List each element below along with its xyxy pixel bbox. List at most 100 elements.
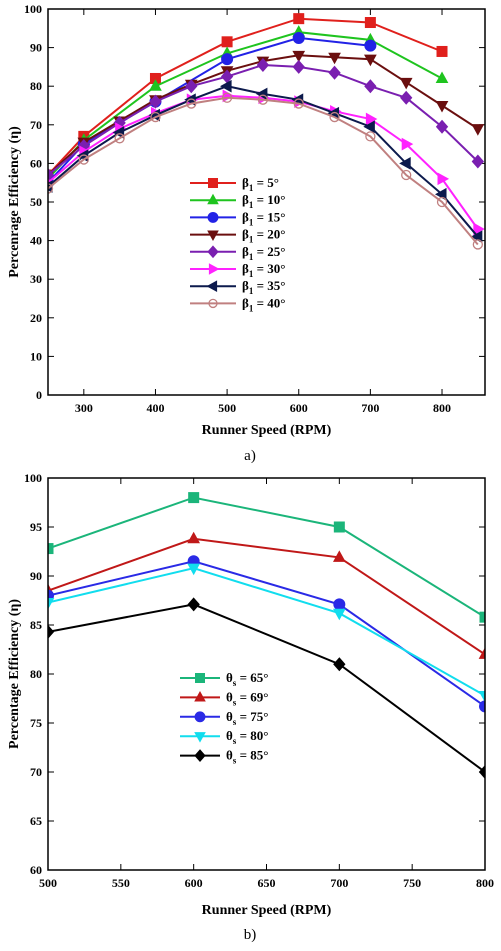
- data-point-s3-6: [364, 39, 377, 52]
- data-point-s7-3: [112, 126, 125, 139]
- x-tick-label: 700: [330, 876, 348, 890]
- data-point-s6-12: [437, 172, 450, 186]
- data-point-s1-5: [293, 13, 305, 25]
- legend-label-2: β1 = 10°: [242, 192, 285, 210]
- data-point-s7-6: [220, 79, 232, 93]
- y-axis-label: Percentage Efficiency (η): [7, 599, 22, 749]
- y-tick-label: 60: [30, 156, 42, 170]
- plot-frame: [47, 8, 486, 396]
- legend-label-7: β1 = 35°: [242, 278, 285, 296]
- data-point-s1-1: [48, 543, 54, 555]
- data-point-s5-3: [333, 657, 346, 672]
- data-point-s4-10: [364, 54, 377, 67]
- legend-marker-3: [194, 711, 206, 723]
- legend-label-2: θs = 69°: [226, 689, 268, 707]
- y-tick-label: 80: [30, 79, 42, 93]
- x-tick-label: 400: [146, 401, 164, 415]
- y-tick-label: 85: [30, 618, 42, 632]
- x-tick-label: 600: [290, 401, 308, 415]
- data-point-s3-4: [479, 700, 485, 713]
- legend-marker-7: [206, 280, 218, 292]
- series-line-1: [48, 496, 485, 619]
- data-point-s8-4: [150, 111, 161, 123]
- data-point-s5-1: [48, 167, 55, 182]
- legend-marker-5: [207, 245, 219, 259]
- data-point-s5-2: [187, 597, 200, 612]
- legend-marker-5: [194, 749, 206, 762]
- series-line-4: [48, 567, 485, 697]
- data-point-s8-2: [78, 154, 89, 165]
- data-point-s8-1: [48, 183, 54, 194]
- y-tick-label: 100: [24, 2, 42, 16]
- data-point-s5-1: [48, 624, 55, 639]
- legend-marker-1: [208, 178, 218, 188]
- chart-2: 60 65 70 75 80 85 90 95 100 500 550 600 650 700 750 800…: [7, 471, 494, 943]
- y-tick-label: 70: [30, 765, 42, 779]
- data-point-s4-4: [478, 691, 485, 703]
- data-point-s2-3: [149, 79, 162, 91]
- x-tick-label: 650: [258, 876, 276, 890]
- data-point-s5-9: [328, 65, 341, 80]
- data-point-s8-12: [436, 196, 448, 208]
- series-group: [48, 492, 485, 780]
- panel-caption: a): [244, 448, 256, 464]
- data-point-s8-7: [257, 94, 269, 105]
- x-axis-label: Runner Speed (RPM): [202, 423, 332, 438]
- data-point-s1-4: [479, 611, 485, 623]
- y-tick-label: 100: [24, 471, 42, 485]
- legend-marker-1: [195, 673, 205, 683]
- y-tick-label: 0: [36, 388, 42, 402]
- data-point-s4-3: [332, 608, 346, 621]
- legend-marker-2: [207, 193, 219, 205]
- plot-frame: [47, 477, 486, 871]
- y-tick-label: 40: [30, 234, 42, 248]
- legend-marker-4: [207, 230, 219, 242]
- data-point-s2-3: [332, 550, 346, 562]
- x-axis-label: Runner Speed (RPM): [202, 903, 332, 918]
- y-tick-label: 10: [30, 349, 42, 363]
- legend: β1 = 5°β1 = 10°β1 = 15°β1 = 20°β1 = 25°β…: [190, 175, 285, 313]
- data-point-s2-7: [435, 71, 449, 83]
- series-line-2: [48, 537, 485, 656]
- y-tick-label: 65: [30, 814, 42, 828]
- data-point-s5-5: [185, 79, 198, 94]
- y-tick-label: 90: [30, 569, 42, 583]
- data-point-s6-10: [365, 112, 378, 126]
- data-point-s5-12: [435, 119, 449, 134]
- chart-1: 0 10 20 30 40 50 60 70 80 90 100 300 400 500 600 700 800…: [7, 2, 486, 464]
- panel-caption: b): [244, 927, 257, 943]
- data-point-s2-2: [187, 531, 201, 544]
- y-tick-label: 20: [30, 311, 42, 325]
- data-point-s3-5: [292, 31, 305, 44]
- x-tick-label: 800: [476, 876, 494, 890]
- data-point-s5-8: [292, 59, 305, 74]
- y-tick-label: 70: [30, 118, 42, 132]
- data-point-s4-11: [399, 77, 413, 90]
- y-axis-label: Percenrage Efficiency (η): [7, 126, 22, 278]
- x-tick-label: 550: [112, 876, 130, 890]
- data-point-s1-4: [221, 36, 233, 48]
- data-point-s8-10: [365, 131, 376, 142]
- data-point-s5-11: [400, 90, 413, 105]
- legend-label-8: β1 = 40°: [242, 295, 285, 313]
- data-point-s3-3: [333, 598, 346, 611]
- data-point-s4-9: [328, 52, 341, 65]
- series-line-8: [48, 96, 479, 246]
- x-tick-label: 600: [185, 876, 203, 890]
- x-tick-label: 750: [403, 876, 421, 890]
- data-point-s6-13: [473, 222, 485, 236]
- legend-label-1: θs = 65°: [226, 670, 268, 688]
- y-tick-label: 80: [30, 667, 42, 681]
- legend-label-5: β1 = 25°: [242, 244, 285, 262]
- series-line-5: [48, 63, 479, 176]
- data-point-s3-4: [221, 53, 234, 66]
- data-point-s8-11: [401, 169, 412, 181]
- series-line-3: [48, 36, 371, 184]
- data-point-s8-13: [472, 239, 483, 250]
- x-tick-label: 300: [75, 401, 93, 415]
- data-point-s5-7: [256, 57, 270, 72]
- data-point-s1-3: [333, 521, 345, 533]
- data-point-s5-4: [149, 94, 162, 109]
- data-point-s1-7: [436, 45, 448, 57]
